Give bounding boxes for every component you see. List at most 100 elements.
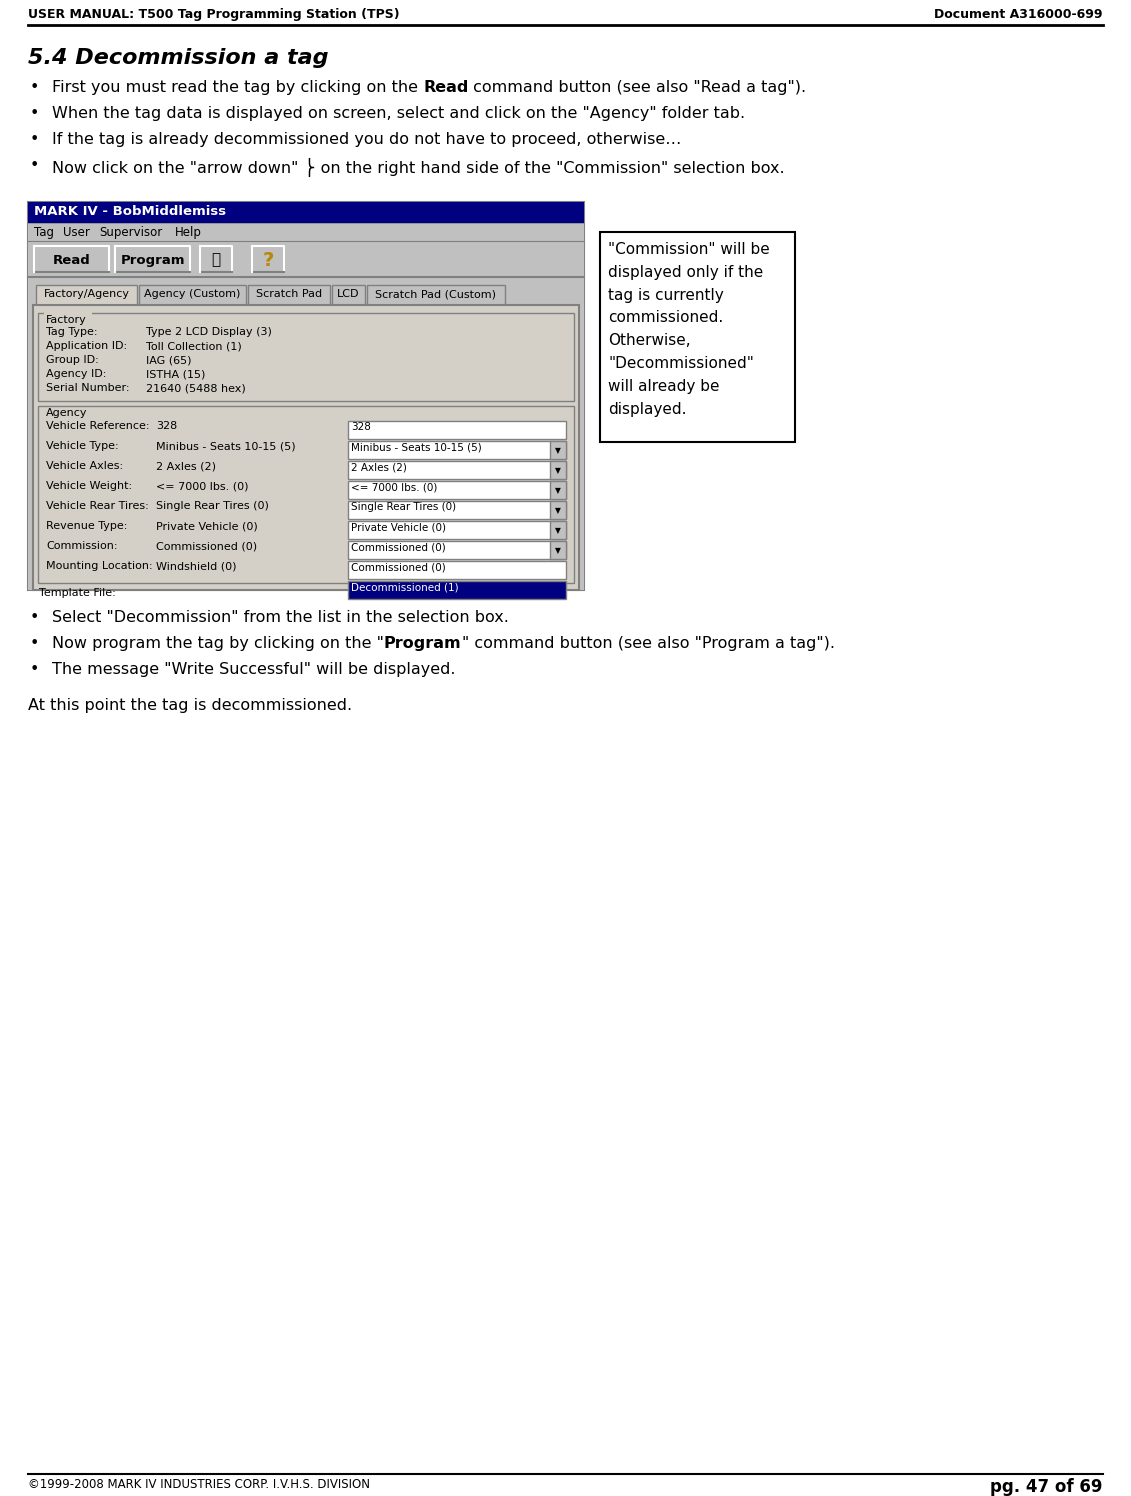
Bar <box>44 311 92 322</box>
Text: 5.4 Decommission a tag: 5.4 Decommission a tag <box>28 48 328 67</box>
Text: ▼: ▼ <box>555 486 561 495</box>
Text: Minibus - Seats 10-15 (5): Minibus - Seats 10-15 (5) <box>351 441 482 452</box>
Text: command button (see also "Read a tag").: command button (see also "Read a tag"). <box>468 79 806 96</box>
Text: <= 7000 lbs. (0): <= 7000 lbs. (0) <box>351 482 438 492</box>
Text: Help: Help <box>174 226 201 239</box>
Text: Program: Program <box>120 253 184 266</box>
Text: If the tag is already decommissioned you do not have to proceed, otherwise…: If the tag is already decommissioned you… <box>52 132 681 147</box>
Bar <box>28 277 584 589</box>
Text: Now click on the "arrow down" ⎬ on the right hand side of the "Commission" selec: Now click on the "arrow down" ⎬ on the r… <box>52 159 785 177</box>
Text: Private Vehicle (0): Private Vehicle (0) <box>156 521 258 531</box>
Text: ▼: ▼ <box>555 507 561 516</box>
Text: Vehicle Reference:: Vehicle Reference: <box>46 420 149 431</box>
Text: ▼: ▼ <box>555 546 561 555</box>
Text: " command button (see also "Program a tag").: " command button (see also "Program a ta… <box>461 636 835 651</box>
Text: Single Rear Tires (0): Single Rear Tires (0) <box>351 503 456 512</box>
Text: Commissioned (0): Commissioned (0) <box>351 562 446 571</box>
Text: •: • <box>31 636 40 651</box>
Text: •: • <box>31 106 40 121</box>
Bar <box>550 542 566 560</box>
Text: "Commission" will be
displayed only if the
tag is currently
commissioned.
Otherw: "Commission" will be displayed only if t… <box>608 242 770 416</box>
Text: •: • <box>31 663 40 678</box>
Bar <box>348 501 566 519</box>
Text: ▼: ▼ <box>555 467 561 476</box>
Text: Type 2 LCD Display (3): Type 2 LCD Display (3) <box>146 328 271 337</box>
Bar <box>200 245 232 272</box>
Bar <box>28 223 584 241</box>
Bar <box>38 313 575 401</box>
Text: Tag Type:: Tag Type: <box>46 328 97 337</box>
Text: 2 Axles (2): 2 Axles (2) <box>351 462 407 473</box>
Text: ISTHA (15): ISTHA (15) <box>146 370 206 378</box>
Text: Now program the tag by clicking on the ": Now program the tag by clicking on the " <box>52 636 383 651</box>
Bar <box>348 580 566 598</box>
Text: Agency (Custom): Agency (Custom) <box>144 289 241 299</box>
Text: Factory: Factory <box>46 316 87 325</box>
Text: Tag: Tag <box>34 226 54 239</box>
Text: Read: Read <box>53 253 90 266</box>
Text: Windshield (0): Windshield (0) <box>156 561 236 571</box>
Text: Scratch Pad: Scratch Pad <box>256 289 322 299</box>
Bar <box>248 286 330 305</box>
Bar <box>252 245 284 272</box>
Bar <box>34 245 109 272</box>
Bar <box>348 441 566 459</box>
Text: 2 Axles (2): 2 Axles (2) <box>156 461 216 471</box>
Text: MARK IV - BobMiddlemiss: MARK IV - BobMiddlemiss <box>34 205 226 218</box>
Bar <box>28 241 584 277</box>
Text: 328: 328 <box>351 422 371 432</box>
Text: User: User <box>63 226 90 239</box>
Text: Vehicle Rear Tires:: Vehicle Rear Tires: <box>46 501 149 512</box>
Text: 328: 328 <box>156 420 178 431</box>
Bar <box>38 405 575 583</box>
Bar <box>550 441 566 459</box>
Text: ▼: ▼ <box>555 527 561 536</box>
Text: Agency ID:: Agency ID: <box>46 370 106 378</box>
Text: Revenue Type:: Revenue Type: <box>46 521 128 531</box>
Bar <box>333 286 364 305</box>
Bar <box>348 461 566 479</box>
Bar <box>348 521 566 539</box>
Text: Agency: Agency <box>46 408 87 417</box>
Text: First you must read the tag by clicking on the: First you must read the tag by clicking … <box>52 79 423 96</box>
Bar <box>115 245 190 272</box>
Bar <box>601 232 795 441</box>
Text: At this point the tag is decommissioned.: At this point the tag is decommissioned. <box>28 699 352 714</box>
Bar <box>36 286 137 305</box>
Text: •: • <box>31 132 40 147</box>
Text: 🖨: 🖨 <box>211 253 221 268</box>
Text: Serial Number:: Serial Number: <box>46 383 130 393</box>
Text: Commission:: Commission: <box>46 542 118 551</box>
Bar <box>550 501 566 519</box>
Text: Vehicle Type:: Vehicle Type: <box>46 441 119 450</box>
Text: Vehicle Axles:: Vehicle Axles: <box>46 461 123 471</box>
Text: ©1999-2008 MARK IV INDUSTRIES CORP. I.V.H.S. DIVISION: ©1999-2008 MARK IV INDUSTRIES CORP. I.V.… <box>28 1478 370 1492</box>
Bar <box>366 286 504 305</box>
Text: Read: Read <box>423 79 468 96</box>
Text: Factory/Agency: Factory/Agency <box>43 289 129 299</box>
Text: Select "Decommission" from the list in the selection box.: Select "Decommission" from the list in t… <box>52 610 509 625</box>
Text: USER MANUAL: T500 Tag Programming Station (TPS): USER MANUAL: T500 Tag Programming Statio… <box>28 7 399 21</box>
Text: 21640 (5488 hex): 21640 (5488 hex) <box>146 383 245 393</box>
Text: IAG (65): IAG (65) <box>146 355 191 365</box>
Text: Group ID:: Group ID: <box>46 355 98 365</box>
Text: ?: ? <box>262 250 274 269</box>
Text: ▼: ▼ <box>555 446 561 455</box>
Text: Program: Program <box>383 636 461 651</box>
Text: Toll Collection (1): Toll Collection (1) <box>146 341 242 352</box>
Bar <box>550 482 566 500</box>
Text: •: • <box>31 610 40 625</box>
Text: <= 7000 lbs. (0): <= 7000 lbs. (0) <box>156 482 249 491</box>
Text: •: • <box>31 79 40 96</box>
Text: Application ID:: Application ID: <box>46 341 127 352</box>
Text: Scratch Pad (Custom): Scratch Pad (Custom) <box>375 289 497 299</box>
Text: Document A316000-699: Document A316000-699 <box>934 7 1103 21</box>
Text: Private Vehicle (0): Private Vehicle (0) <box>351 522 446 533</box>
Text: Minibus - Seats 10-15 (5): Minibus - Seats 10-15 (5) <box>156 441 295 450</box>
Bar <box>139 286 245 305</box>
Bar <box>550 461 566 479</box>
Text: Supervisor: Supervisor <box>100 226 163 239</box>
Text: Single Rear Tires (0): Single Rear Tires (0) <box>156 501 269 512</box>
Bar <box>33 305 579 589</box>
Text: Vehicle Weight:: Vehicle Weight: <box>46 482 132 491</box>
